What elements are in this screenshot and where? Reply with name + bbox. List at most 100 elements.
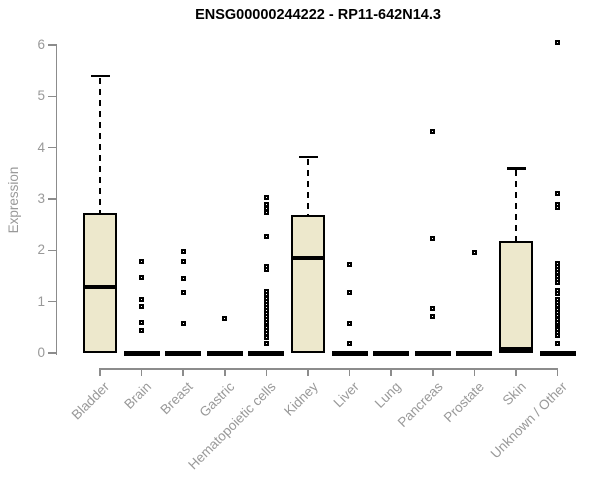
outlier-point xyxy=(139,319,145,325)
y-tick-label: 3 xyxy=(37,191,45,206)
outlier-point xyxy=(263,340,269,346)
x-tick-label-text: Pancreas xyxy=(394,379,446,430)
x-tick xyxy=(432,368,434,376)
x-tick xyxy=(182,368,184,376)
y-tick xyxy=(48,198,57,200)
outlier-point xyxy=(555,332,561,338)
outlier-point xyxy=(180,290,186,296)
outlier-point xyxy=(430,306,436,312)
collapsed-box-Unknown / Other xyxy=(539,351,576,356)
median-line xyxy=(499,347,533,351)
outlier-point xyxy=(139,274,145,280)
outlier-point xyxy=(555,279,561,285)
x-tick-label-text: Lung xyxy=(371,379,404,411)
y-tick-label: 6 xyxy=(37,37,45,52)
x-tick-label-text: Kidney xyxy=(280,379,321,419)
outlier-point xyxy=(180,275,186,281)
outlier-point xyxy=(555,39,561,45)
outlier-point xyxy=(430,235,436,241)
outlier-point xyxy=(263,195,269,201)
outlier-point xyxy=(139,296,145,302)
whisker xyxy=(306,158,310,215)
median-line xyxy=(291,256,325,261)
x-tick-label-text: Gastric xyxy=(196,379,238,420)
y-tick xyxy=(48,146,57,149)
outlier-point xyxy=(555,340,561,346)
collapsed-box-Breast xyxy=(165,351,202,356)
whisker xyxy=(514,170,518,242)
x-tick-label-text: Liver xyxy=(330,379,363,411)
outlier-point xyxy=(180,249,186,255)
x-tick-label-text: Brain xyxy=(121,379,155,412)
y-tick xyxy=(48,300,57,303)
collapsed-box-Brain xyxy=(123,351,160,356)
box-Kidney xyxy=(291,214,325,353)
box-Bladder xyxy=(83,212,117,353)
y-tick-label: 4 xyxy=(37,139,45,155)
outlier-point xyxy=(555,319,561,325)
y-tick-label: 5 xyxy=(37,88,45,104)
y-tick-label: 1 xyxy=(37,293,45,309)
collapsed-box-Hematopoietic cells xyxy=(248,351,285,356)
x-tick xyxy=(140,368,143,376)
y-tick xyxy=(48,95,57,98)
outlier-point xyxy=(263,210,269,216)
x-tick-label-text: Bladder xyxy=(69,379,113,423)
outlier-point xyxy=(430,313,436,319)
outlier-point xyxy=(263,202,269,208)
outlier-point xyxy=(430,129,436,135)
whisker-cap xyxy=(90,74,110,78)
outlier-point xyxy=(555,204,561,210)
x-axis-line xyxy=(99,368,559,370)
collapsed-box-Gastric xyxy=(206,351,243,356)
x-tick xyxy=(390,368,392,376)
outlier-point xyxy=(471,250,477,256)
outlier-point xyxy=(263,234,269,240)
box-Skin xyxy=(499,241,533,353)
whisker-cap xyxy=(506,167,526,170)
x-tick xyxy=(515,368,517,376)
chart-title: ENSG00000244222 - RP11-642N14.3 xyxy=(195,7,441,23)
x-tick-label-text: Unknown / Other xyxy=(487,379,571,462)
x-tick-label-text: Prostate xyxy=(440,379,487,426)
outlier-point xyxy=(347,261,353,267)
outlier-point xyxy=(347,340,353,346)
outlier-point xyxy=(263,206,269,212)
outlier-point xyxy=(180,258,186,264)
collapsed-box-Liver xyxy=(331,351,368,356)
x-tick-label-text: Breast xyxy=(157,379,196,418)
collapsed-box-Prostate xyxy=(456,351,493,356)
whisker xyxy=(98,77,102,213)
collapsed-box-Lung xyxy=(373,351,410,356)
outlier-point xyxy=(347,320,353,326)
outlier-point xyxy=(263,334,269,340)
y-tick xyxy=(48,249,57,252)
y-tick xyxy=(48,352,57,354)
x-tick xyxy=(265,368,268,376)
x-tick xyxy=(307,368,309,376)
outlier-point xyxy=(263,267,269,273)
x-tick-label-text: Skin xyxy=(499,379,529,409)
y-tick-label: 2 xyxy=(37,242,45,258)
x-tick xyxy=(556,368,559,376)
x-tick xyxy=(224,368,226,376)
outlier-point xyxy=(347,290,353,296)
outlier-point xyxy=(555,291,561,297)
y-tick xyxy=(48,44,57,46)
whisker-cap xyxy=(298,155,318,159)
x-tick xyxy=(348,368,351,376)
y-axis-line xyxy=(55,45,57,355)
collapsed-box-Pancreas xyxy=(414,351,451,356)
median-line xyxy=(83,284,117,289)
outlier-point xyxy=(180,320,186,326)
outlier-point xyxy=(555,191,561,197)
x-tick xyxy=(99,368,101,376)
outlier-point xyxy=(263,320,269,326)
outlier-point xyxy=(139,328,145,334)
x-tick xyxy=(473,368,476,376)
outlier-point xyxy=(139,304,145,310)
outlier-point xyxy=(139,258,145,264)
y-tick-label: 0 xyxy=(37,345,45,360)
